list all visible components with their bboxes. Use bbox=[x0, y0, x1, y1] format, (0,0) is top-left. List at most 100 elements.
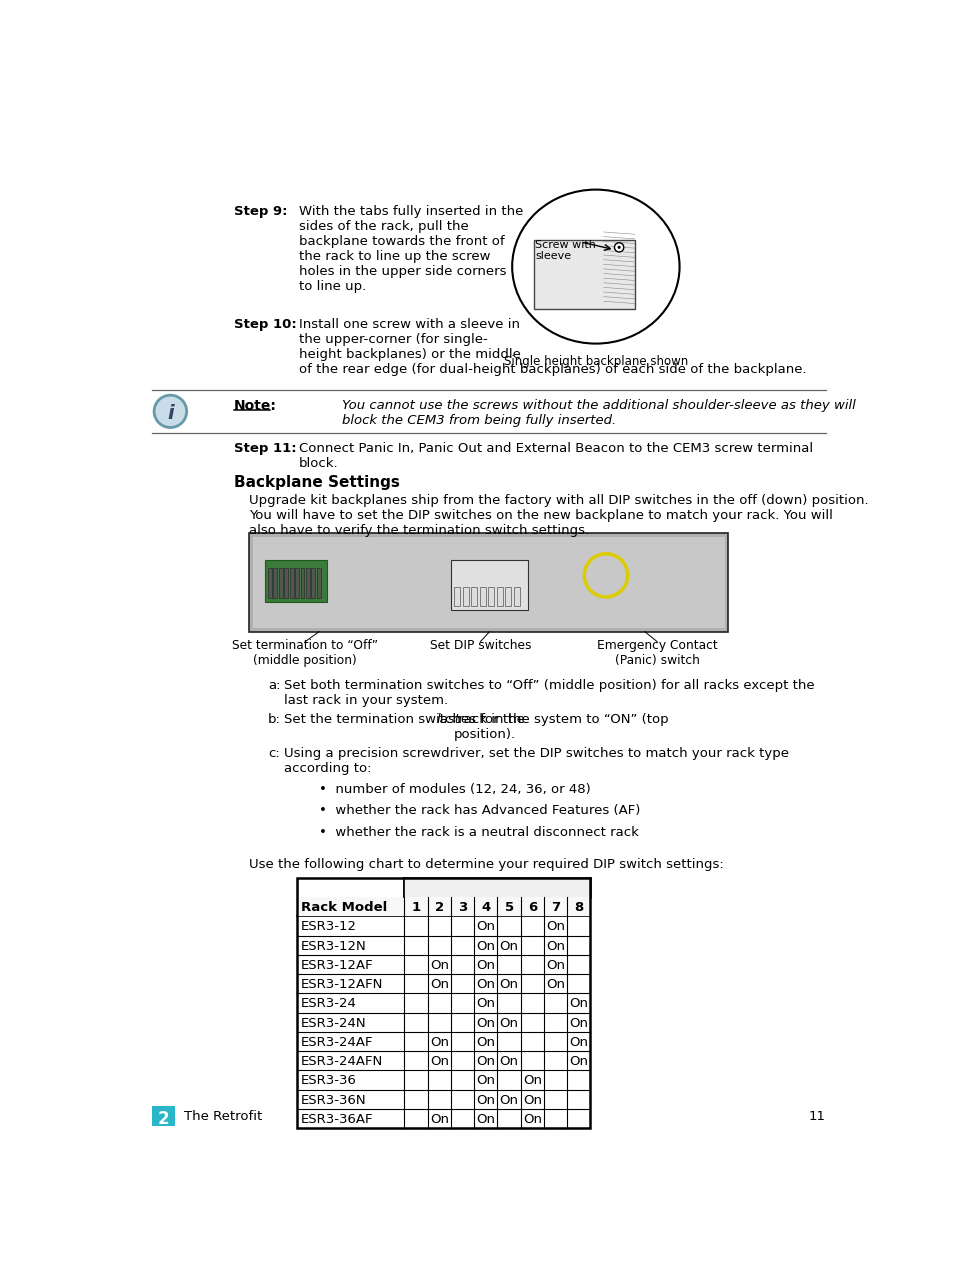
Text: ESR3-12: ESR3-12 bbox=[300, 921, 356, 934]
Bar bbox=[451, 560, 528, 611]
Bar bbox=[497, 586, 502, 607]
Text: Set the termination switches for the: Set the termination switches for the bbox=[283, 714, 528, 726]
Text: On: On bbox=[476, 978, 495, 991]
Text: On: On bbox=[569, 1054, 588, 1068]
Text: On: On bbox=[545, 921, 564, 934]
Text: Single height backplane shown: Single height backplane shown bbox=[503, 355, 687, 368]
Bar bbox=[311, 567, 315, 598]
Text: Emergency Contact
(Panic) switch: Emergency Contact (Panic) switch bbox=[596, 640, 717, 668]
Text: ESR3-36: ESR3-36 bbox=[300, 1075, 356, 1088]
Bar bbox=[488, 586, 494, 607]
Text: 5: 5 bbox=[504, 901, 513, 915]
Text: On: On bbox=[476, 940, 495, 953]
Text: On: On bbox=[545, 940, 564, 953]
Bar bbox=[290, 567, 294, 598]
Text: a:: a: bbox=[268, 679, 280, 692]
Text: i: i bbox=[167, 403, 173, 422]
Text: Rack Model: Rack Model bbox=[300, 901, 387, 915]
Text: On: On bbox=[476, 921, 495, 934]
Text: On: On bbox=[430, 1113, 448, 1126]
Text: Set DIP switches: Set DIP switches bbox=[429, 640, 531, 653]
Text: On: On bbox=[476, 1113, 495, 1126]
Bar bbox=[297, 897, 590, 917]
Bar bbox=[300, 567, 304, 598]
Bar bbox=[471, 586, 476, 607]
Text: On: On bbox=[430, 978, 448, 991]
Text: 8: 8 bbox=[574, 901, 583, 915]
Text: On: On bbox=[499, 978, 518, 991]
Text: On: On bbox=[545, 978, 564, 991]
Bar bbox=[316, 567, 320, 598]
Text: Step 11:: Step 11: bbox=[233, 443, 296, 455]
Text: Step 10:: Step 10: bbox=[233, 318, 296, 331]
Bar bbox=[278, 567, 282, 598]
Text: Install one screw with a sleeve in
the upper-corner (for single-
height backplan: Install one screw with a sleeve in the u… bbox=[298, 318, 806, 377]
Text: On: On bbox=[499, 940, 518, 953]
Text: You cannot use the screws without the additional shoulder-sleeve as they will
bl: You cannot use the screws without the ad… bbox=[342, 399, 855, 427]
Text: On: On bbox=[430, 1054, 448, 1068]
Text: Backplane Settings: Backplane Settings bbox=[233, 474, 399, 490]
Text: ESR3-24: ESR3-24 bbox=[300, 997, 356, 1010]
Text: With the tabs fully inserted in the
sides of the rack, pull the
backplane toward: With the tabs fully inserted in the side… bbox=[298, 205, 523, 293]
Text: On: On bbox=[430, 1035, 448, 1049]
Text: •  whether the rack has Advanced Features (AF): • whether the rack has Advanced Features… bbox=[319, 804, 639, 817]
Text: ESR3-12AF: ESR3-12AF bbox=[300, 959, 373, 972]
Text: On: On bbox=[476, 959, 495, 972]
Text: On: On bbox=[499, 1094, 518, 1107]
Text: 2: 2 bbox=[435, 901, 443, 915]
Text: On: On bbox=[545, 959, 564, 972]
Text: On: On bbox=[476, 1054, 495, 1068]
Text: 3: 3 bbox=[457, 901, 467, 915]
Text: ESR3-24N: ESR3-24N bbox=[300, 1016, 366, 1029]
Text: •  number of modules (12, 24, 36, or 48): • number of modules (12, 24, 36, or 48) bbox=[319, 782, 590, 795]
Bar bbox=[404, 878, 590, 897]
Text: last: last bbox=[436, 714, 460, 726]
Text: ESR3-24AF: ESR3-24AF bbox=[300, 1035, 373, 1049]
Text: DIP switch Number: DIP switch Number bbox=[426, 881, 568, 894]
Bar bbox=[249, 533, 728, 632]
Bar bbox=[513, 586, 519, 607]
Bar bbox=[505, 586, 511, 607]
Text: On: On bbox=[569, 1035, 588, 1049]
Circle shape bbox=[617, 245, 620, 249]
Text: Connect Panic In, Panic Out and External Beacon to the CEM3 screw terminal
block: Connect Panic In, Panic Out and External… bbox=[298, 443, 812, 471]
Bar bbox=[152, 1105, 174, 1126]
Text: Screw with
sleeve: Screw with sleeve bbox=[535, 239, 596, 261]
Bar bbox=[297, 878, 590, 1128]
Text: On: On bbox=[569, 1016, 588, 1029]
Text: ESR3-12N: ESR3-12N bbox=[300, 940, 366, 953]
Bar bbox=[454, 586, 459, 607]
Text: Use the following chart to determine your required DIP switch settings:: Use the following chart to determine you… bbox=[249, 857, 723, 871]
Bar bbox=[268, 567, 272, 598]
Text: Set both termination switches to “Off” (middle position) for all racks except th: Set both termination switches to “Off” (… bbox=[283, 679, 813, 707]
Text: rack in the system to “ON” (top
position).: rack in the system to “ON” (top position… bbox=[453, 714, 667, 742]
Text: ESR3-36AF: ESR3-36AF bbox=[300, 1113, 373, 1126]
Text: On: On bbox=[476, 1075, 495, 1088]
Text: On: On bbox=[499, 1054, 518, 1068]
Text: On: On bbox=[569, 997, 588, 1010]
Text: ESR3-12AFN: ESR3-12AFN bbox=[300, 978, 382, 991]
Bar bbox=[265, 560, 327, 603]
Text: On: On bbox=[476, 1094, 495, 1107]
Text: 7: 7 bbox=[551, 901, 559, 915]
Text: 6: 6 bbox=[527, 901, 537, 915]
Bar bbox=[274, 567, 277, 598]
Bar bbox=[253, 537, 723, 627]
Text: 1: 1 bbox=[411, 901, 420, 915]
Text: The Retrofit: The Retrofit bbox=[184, 1109, 262, 1123]
Text: 11: 11 bbox=[808, 1109, 825, 1123]
Text: ESR3-24AFN: ESR3-24AFN bbox=[300, 1054, 382, 1068]
Text: On: On bbox=[522, 1113, 541, 1126]
Bar bbox=[306, 567, 310, 598]
Text: c:: c: bbox=[268, 747, 279, 761]
Bar bbox=[294, 567, 298, 598]
Text: •  whether the rack is a neutral disconnect rack: • whether the rack is a neutral disconne… bbox=[319, 826, 639, 838]
Bar bbox=[479, 586, 485, 607]
Text: On: On bbox=[476, 1035, 495, 1049]
Text: Using a precision screwdriver, set the DIP switches to match your rack type
acco: Using a precision screwdriver, set the D… bbox=[283, 747, 788, 775]
Text: Step 9:: Step 9: bbox=[233, 205, 287, 218]
Text: On: On bbox=[476, 1016, 495, 1029]
Text: b:: b: bbox=[268, 714, 280, 726]
Text: 4: 4 bbox=[480, 901, 490, 915]
Text: 2: 2 bbox=[157, 1109, 169, 1128]
